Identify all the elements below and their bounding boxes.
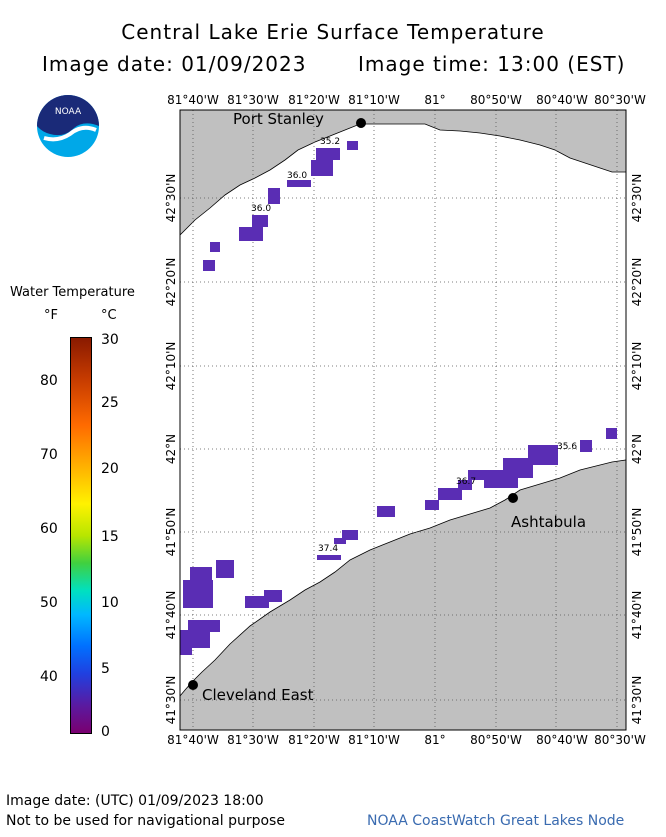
lon-label-top: 81°30'W: [227, 93, 279, 107]
ashtabula-marker: [508, 493, 518, 503]
temp-value-label: 35.2: [320, 137, 340, 147]
lat-label-left: 42°30'N: [164, 174, 178, 223]
legend-title: Water Temperature: [10, 285, 135, 300]
unit-fahrenheit: °F: [44, 308, 58, 323]
lat-label-right: 42°20'N: [630, 258, 644, 307]
map-frame: [179, 109, 627, 731]
lat-label-right: 41°50'N: [630, 508, 644, 557]
lon-label-top: 81°40'W: [167, 93, 219, 107]
lat-label-right: 41°40'N: [630, 591, 644, 640]
f-tick: 60: [40, 521, 58, 537]
f-tick: 80: [40, 373, 58, 389]
temperature-pixels: [180, 141, 617, 655]
lon-label-top: 81°: [424, 93, 445, 107]
svg-text:NOAA: NOAA: [55, 107, 82, 117]
c-tick: 25: [101, 395, 119, 411]
lat-label-left: 42°N: [164, 434, 178, 464]
lon-label-bottom: 81°20'W: [288, 733, 340, 747]
disclaimer: Not to be used for navigational purpose: [6, 813, 285, 829]
noaa-logo-icon: NOAA: [37, 95, 99, 157]
c-tick: 5: [101, 661, 110, 677]
temperature-colorbar: [70, 337, 92, 734]
c-tick: 30: [101, 332, 119, 348]
credit: NOAA CoastWatch Great Lakes Node: [367, 813, 625, 829]
lat-label-right: 42°30'N: [630, 174, 644, 223]
lat-label-left: 42°10'N: [164, 342, 178, 391]
page-title: Central Lake Erie Surface Temperature: [121, 20, 545, 44]
temp-value-label: 36.0: [287, 171, 307, 181]
place-port-stanley: Port Stanley: [233, 110, 324, 128]
lat-label-left: 42°20'N: [164, 258, 178, 307]
lat-label-right: 42°N: [630, 434, 644, 464]
south-shore-land: [179, 459, 627, 731]
lon-label-bottom: 81°: [424, 733, 445, 747]
f-tick: 70: [40, 447, 58, 463]
temp-value-label: 35.6: [557, 442, 577, 452]
c-tick: 10: [101, 595, 119, 611]
lon-label-bottom: 81°30'W: [227, 733, 279, 747]
lat-label-right: 42°10'N: [630, 342, 644, 391]
place-ashtabula: Ashtabula: [511, 513, 586, 531]
cleveland-east-marker: [188, 680, 198, 690]
lon-label-top: 80°30'W: [594, 93, 646, 107]
lat-label-left: 41°30'N: [164, 676, 178, 725]
lon-label-bottom: 80°50'W: [470, 733, 522, 747]
c-tick: 15: [101, 529, 119, 545]
lon-label-bottom: 80°30'W: [594, 733, 646, 747]
c-tick: 20: [101, 461, 119, 477]
lon-label-bottom: 80°40'W: [536, 733, 588, 747]
lon-label-top: 80°40'W: [536, 93, 588, 107]
lon-label-top: 80°50'W: [470, 93, 522, 107]
image-date: Image date: 01/09/2023: [42, 52, 307, 76]
lat-label-left: 41°40'N: [164, 591, 178, 640]
north-shore-land: [179, 109, 627, 236]
lat-label-right: 41°30'N: [630, 676, 644, 725]
lon-label-top: 81°10'W: [348, 93, 400, 107]
temp-value-label: 36.7: [456, 477, 476, 487]
f-tick: 50: [40, 595, 58, 611]
temp-value-label: 36.0: [251, 204, 271, 214]
place-cleveland-east: Cleveland East: [202, 686, 314, 704]
utc-date: Image date: (UTC) 01/09/2023 18:00: [6, 793, 264, 809]
c-tick: 0: [101, 724, 110, 740]
temp-value-label: 37.4: [318, 544, 338, 554]
lon-label-top: 81°20'W: [288, 93, 340, 107]
unit-celsius: °C: [101, 308, 117, 323]
f-tick: 40: [40, 669, 58, 685]
lat-label-left: 41°50'N: [164, 508, 178, 557]
lon-label-bottom: 81°40'W: [167, 733, 219, 747]
port-stanley-marker: [356, 118, 366, 128]
image-time: Image time: 13:00 (EST): [358, 52, 626, 76]
lon-label-bottom: 81°10'W: [348, 733, 400, 747]
